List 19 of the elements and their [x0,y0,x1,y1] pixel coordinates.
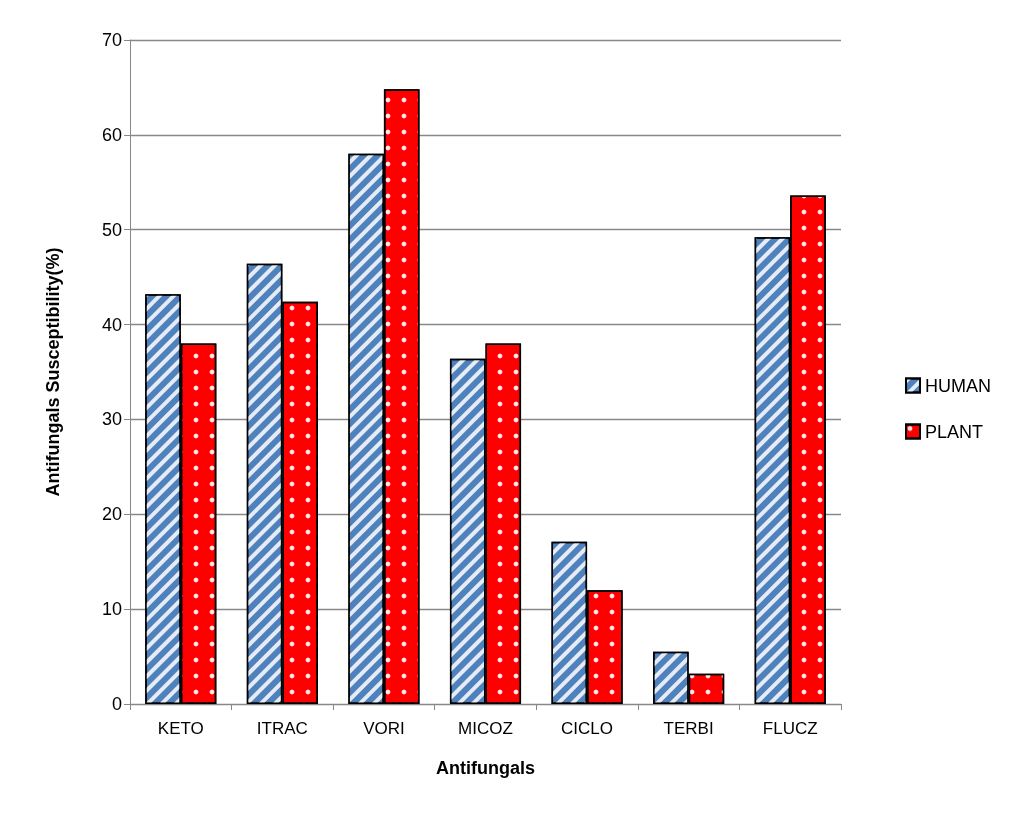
x-tick-label: TERBI [663,719,714,738]
y-tick-label: 0 [111,694,122,714]
y-tick-label: 10 [101,599,122,620]
x-tick-label: FLUCZ [762,719,818,738]
y-tick-label: 40 [101,314,122,335]
y-tick-label: 50 [101,219,122,240]
legend-label: PLANT [925,421,984,442]
y-tick-label: 20 [101,504,122,525]
y-tick-label: 60 [101,124,122,145]
x-tick-label: VORI [363,719,405,738]
legend-label: HUMAN [925,375,991,396]
y-axis-title: Antifungals Susceptibility(%) [43,247,63,497]
y-tick-label: 30 [101,409,122,430]
x-tick-label: KETO [157,719,204,738]
x-tick-label: ITRAC [256,719,308,738]
x-axis-title: Antifungals [436,758,535,778]
x-tick-label: CICLO [561,719,614,738]
y-tick-label: 70 [101,30,122,50]
x-tick-label: MICOZ [458,719,513,738]
